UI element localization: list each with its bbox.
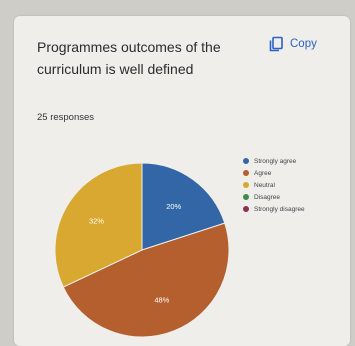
response-card: Programmes outcomes of the curriculum is… <box>14 16 350 346</box>
legend-item: Neutral <box>243 182 314 190</box>
pie-slice-agree <box>62 222 230 338</box>
legend-label: Agree <box>254 170 272 177</box>
legend-swatch <box>243 158 249 164</box>
pie-label: 20% <box>166 202 181 211</box>
legend-label: Strongly disagree <box>254 206 305 213</box>
legend-label: Disagree <box>254 194 281 201</box>
copy-label: Copy <box>290 38 317 50</box>
pie-chart: 20% 48% 32% <box>54 162 230 338</box>
pie-label: 48% <box>154 296 169 305</box>
legend-swatch <box>243 206 249 212</box>
legend-swatch <box>243 194 249 200</box>
legend-item: Agree <box>243 170 314 178</box>
question-title: Programmes outcomes of the curriculum is… <box>37 39 221 77</box>
copy-icon <box>269 36 283 52</box>
legend-item: Disagree <box>243 194 314 202</box>
legend-item: Strongly disagree <box>243 206 314 214</box>
legend-label: Strongly agree <box>254 158 297 165</box>
pie-slice-neutral <box>54 162 143 288</box>
legend-label: Neutral <box>254 182 275 189</box>
copy-button[interactable]: Copy <box>268 36 317 52</box>
pie-slice-strongly-agree <box>141 162 226 251</box>
legend-swatch <box>243 170 249 176</box>
legend-swatch <box>243 182 249 188</box>
response-count: 25 responses <box>37 112 95 123</box>
chart-legend: Strongly agree Agree Neutral Disagree Strong… <box>243 158 314 218</box>
pie-label: 32% <box>89 217 104 226</box>
legend-item: Strongly agree <box>243 158 314 166</box>
